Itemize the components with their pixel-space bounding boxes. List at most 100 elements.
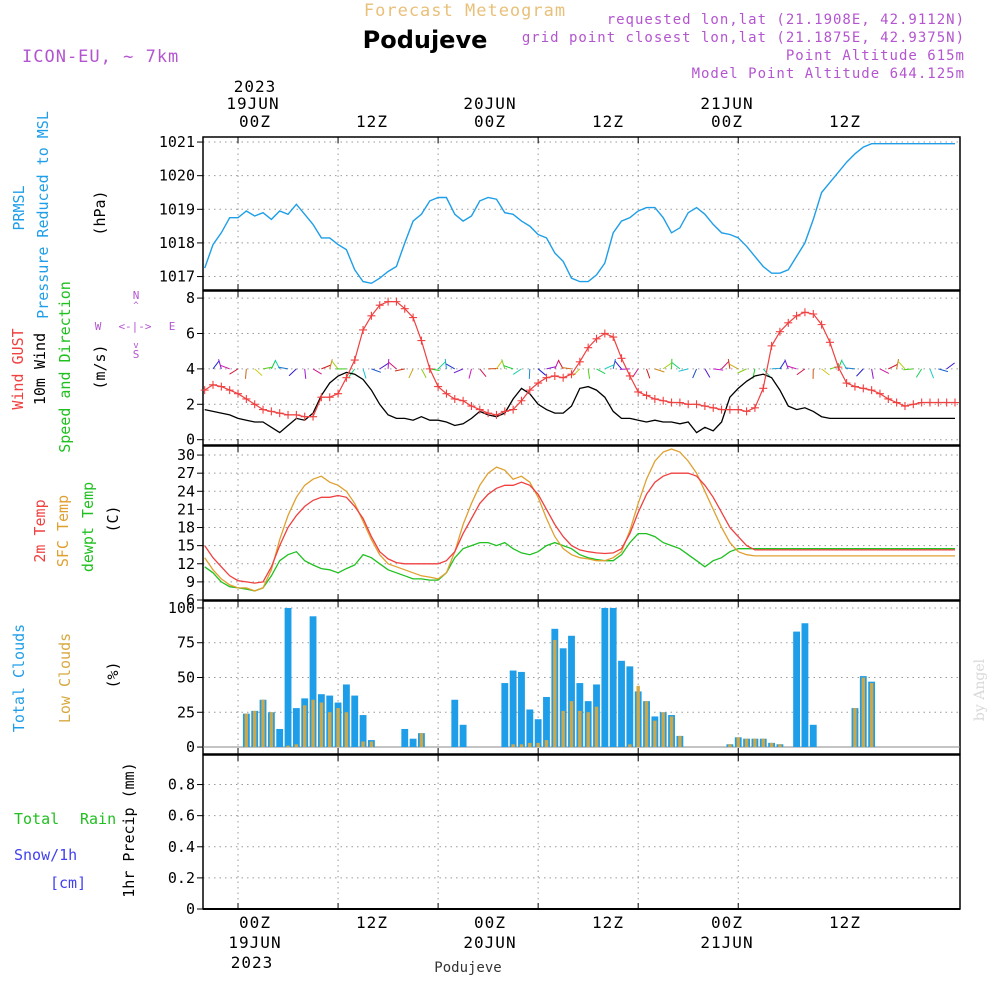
low-clouds-label: Low Clouds	[56, 633, 74, 723]
wind-unit: (m/s)	[91, 344, 109, 389]
wind-direction-arrow	[313, 369, 322, 374]
low-clouds-bar	[661, 712, 664, 747]
temp-ytick-label: 15	[177, 537, 195, 555]
gust-marker	[292, 411, 300, 419]
pressure-frame	[203, 137, 960, 290]
top-time-axis: 2023 19JUN 00Z 12Z 20JUN 00Z 12Z 21JUN 0…	[226, 77, 861, 131]
top-axis-hour-1: 12Z	[356, 112, 388, 131]
gust-marker	[234, 390, 242, 398]
gust-marker	[843, 379, 851, 387]
gust-marker	[309, 413, 317, 421]
gust-marker	[551, 372, 559, 380]
snow-label: Snow/1h	[14, 846, 77, 864]
chart-subtitle: Forecast Meteogram	[364, 1, 566, 21]
gust-marker	[918, 399, 926, 407]
gust-marker	[217, 383, 225, 391]
wind-direction-arrow	[888, 365, 897, 369]
gust-marker	[276, 409, 284, 417]
low-clouds-bar	[303, 705, 306, 747]
low-clouds-bar	[253, 711, 256, 747]
snow-unit-label: [cm]	[50, 874, 86, 892]
gust-marker	[326, 393, 334, 401]
wind-direction-arrow	[822, 369, 830, 375]
wind-direction-arrow	[255, 369, 262, 376]
gust-marker	[559, 374, 567, 382]
gust-marker	[801, 308, 809, 316]
gust-marker	[467, 402, 475, 410]
total-label: Total	[14, 810, 59, 828]
gust-marker	[576, 358, 584, 366]
precip-ytick-label: 0.8	[168, 776, 195, 794]
precip-unit: 1hr Precip (mm)	[120, 762, 138, 897]
top-axis-day-21: 21JUN	[700, 94, 753, 113]
wind-direction-arrow	[679, 369, 689, 371]
wind-direction-arrow	[605, 365, 614, 369]
wind-direction-arrow	[588, 369, 589, 379]
gust-marker	[626, 372, 634, 380]
total-clouds-bar	[802, 623, 809, 747]
low-clouds-bar	[320, 703, 323, 748]
precip-ytick-label: 0.2	[168, 869, 195, 887]
gust-marker	[951, 399, 959, 407]
low-clouds-bar	[520, 744, 523, 747]
total-clouds-bar	[460, 725, 467, 747]
top-axis-day-20: 20JUN	[463, 94, 516, 113]
wind-direction-arrow	[620, 369, 630, 370]
wind-direction-arrow	[729, 364, 738, 369]
wind-direction-arrow	[330, 359, 333, 369]
low-clouds-bar	[578, 711, 581, 747]
compass-w: W	[95, 320, 102, 333]
compass-up: ^	[133, 301, 139, 311]
low-clouds-bar	[245, 714, 248, 747]
pressure-ytick-label: 1019	[159, 200, 195, 218]
gust-marker	[943, 399, 951, 407]
low-clouds-bar	[728, 744, 731, 747]
top-axis-hour-3: 12Z	[592, 112, 624, 131]
rain-label: Rain	[80, 810, 116, 828]
gust-marker	[659, 397, 667, 405]
low-clouds-bar	[336, 708, 339, 747]
precip-ytick-label: 0.4	[168, 838, 195, 856]
clouds-ytick-label: 100	[168, 599, 195, 617]
wind-direction-arrow	[903, 369, 913, 370]
wind-direction-arrow	[230, 369, 238, 374]
wind-ytick-label: 6	[186, 324, 195, 342]
wind-direction-arrow	[213, 361, 219, 369]
precip-ytick-label: 0.6	[168, 807, 195, 825]
low-clouds-bar	[762, 739, 765, 747]
low-clouds-bar	[870, 683, 873, 747]
gust-marker	[684, 400, 692, 408]
low-clouds-bar	[270, 712, 273, 747]
low-clouds-bar	[853, 708, 856, 747]
gust-marker	[668, 399, 676, 407]
wind-direction-arrow	[480, 369, 486, 377]
pressure-ytick-label: 1018	[159, 234, 195, 252]
gust-marker	[426, 365, 434, 373]
total-clouds-bar	[610, 608, 617, 747]
wind-direction-arrow	[502, 359, 505, 369]
low-clouds-bar	[370, 741, 373, 747]
model-altitude: Model Point Altitude 644.125m	[692, 66, 965, 82]
bottom-axis-hour-5: 12Z	[829, 913, 861, 932]
gust-marker	[284, 411, 292, 419]
clouds-ytick-label: 0	[186, 738, 195, 756]
gust-marker	[251, 400, 259, 408]
wind-direction-arrow	[672, 363, 680, 369]
top-axis-day-19: 19JUN	[226, 94, 279, 113]
gust-marker	[267, 407, 275, 415]
precip-ytick-label: 0	[186, 900, 195, 918]
bottom-time-axis: 00Z 19JUN 2023 12Z 00Z 20JUN 12Z 00Z 21J…	[228, 913, 861, 976]
wind-direction-arrow	[916, 369, 921, 377]
low-clouds-bar	[420, 733, 423, 747]
low-clouds-bar	[770, 743, 773, 747]
gust-marker	[884, 395, 892, 403]
bottom-axis-hour-2: 00Z	[474, 913, 506, 932]
wind-direction-arrow	[663, 363, 671, 369]
wind-direction-arrow	[245, 369, 246, 379]
gust-marker	[851, 383, 859, 391]
gust-marker	[759, 384, 767, 392]
